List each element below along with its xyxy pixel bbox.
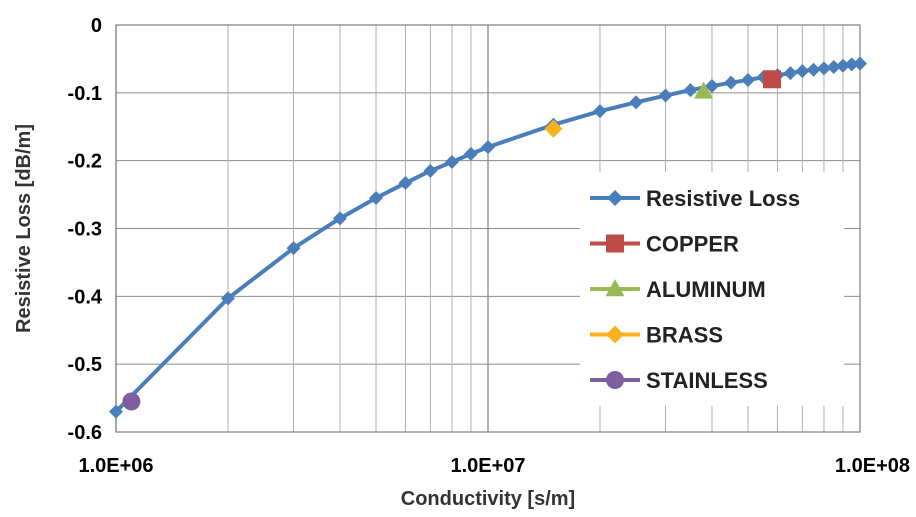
data-point [694, 81, 714, 99]
legend: Resistive Loss COPPER ALUMINUM BRASS STAINLE… [580, 172, 844, 406]
series-resistive-loss [109, 56, 867, 419]
y-tick-label: -0.5 [68, 354, 102, 376]
data-point [220, 291, 235, 306]
data-point [398, 176, 413, 191]
data-point [762, 70, 781, 89]
data-point [844, 57, 859, 72]
data-point [795, 64, 810, 79]
data-point [723, 75, 738, 90]
legend-item: COPPER [590, 232, 739, 257]
y-tick-label: -0.6 [68, 422, 102, 444]
series-brass [544, 119, 563, 138]
legend-label: ALUMINUM [646, 277, 766, 302]
legend-marker [606, 325, 624, 344]
y-tick-label: -0.2 [68, 151, 102, 173]
data-point [835, 58, 850, 73]
data-point [853, 56, 867, 71]
data-point [629, 95, 644, 110]
data-point [332, 211, 347, 226]
data-point [806, 62, 821, 77]
data-point [658, 88, 673, 103]
data-point [683, 83, 698, 98]
y-tick-label: 0 [91, 15, 102, 37]
x-tick-label: 1.0E+06 [78, 455, 153, 477]
data-point [592, 104, 607, 119]
data-point [826, 60, 841, 75]
x-tick-label: 1.0E+08 [835, 455, 910, 477]
legend-marker [606, 371, 624, 389]
series-layer [109, 56, 867, 419]
data-point [783, 66, 798, 81]
x-axis-title: Conductivity [s/m] [401, 488, 575, 510]
data-point [286, 241, 301, 256]
y-tick-label: -0.1 [68, 83, 102, 105]
legend-marker [606, 234, 624, 253]
data-point [109, 404, 123, 419]
data-point [544, 119, 563, 138]
data-point [122, 392, 141, 411]
data-point [444, 155, 459, 170]
legend-item: STAINLESS [590, 368, 768, 393]
y-tick-label: -0.3 [68, 219, 102, 241]
legend-label: COPPER [646, 232, 739, 257]
series-copper [762, 70, 781, 89]
y-tick-label: -0.4 [68, 286, 103, 308]
y-tick-labels: 0 -0.1 -0.2 -0.3 -0.4 -0.5 -0.6 [68, 15, 103, 444]
legend-label: STAINLESS [646, 368, 768, 393]
data-point [741, 72, 756, 87]
x-tick-label: 1.0E+07 [450, 455, 525, 477]
legend-item: BRASS [590, 323, 723, 348]
data-point [816, 61, 831, 76]
y-axis-title: Resistive Loss [dB/m] [13, 124, 35, 333]
legend-item: ALUMINUM [590, 277, 766, 302]
legend-label: BRASS [646, 323, 723, 348]
series-stainless [122, 392, 141, 411]
data-point [423, 163, 438, 178]
data-point [481, 140, 495, 155]
data-point [704, 79, 719, 94]
x-tick-labels: 1.0E+06 1.0E+07 1.0E+08 [78, 455, 910, 477]
legend-item: Resistive Loss [590, 186, 800, 211]
legend-marker [605, 279, 625, 297]
data-point [463, 146, 478, 161]
legend-marker [607, 190, 623, 206]
series-aluminum [694, 81, 714, 99]
data-point [369, 190, 384, 205]
plot-frame [115, 24, 861, 433]
legend-label: Resistive Loss [646, 186, 800, 211]
